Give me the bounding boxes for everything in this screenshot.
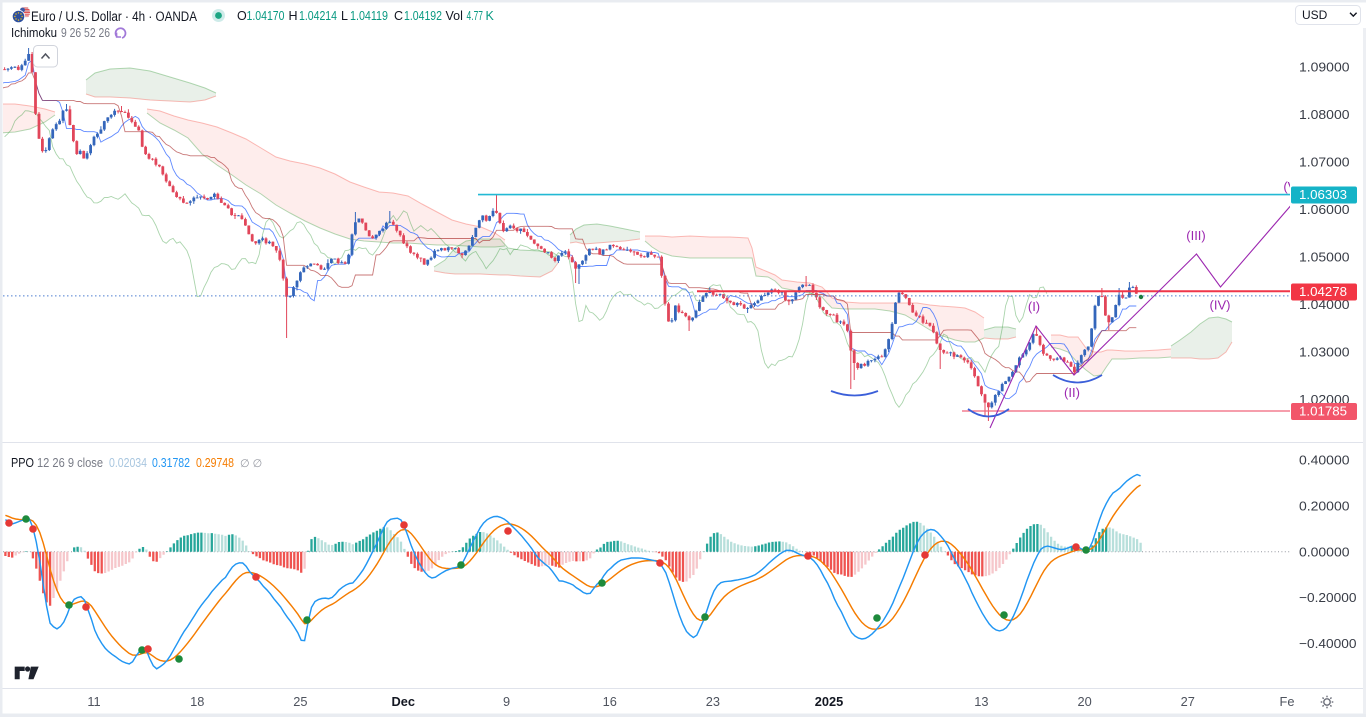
svg-text:−0.40000: −0.40000 [1299, 636, 1357, 651]
svg-text:Ichimoku: Ichimoku [11, 26, 57, 40]
svg-text:1.04192: 1.04192 [404, 9, 442, 23]
svg-text:1.04214: 1.04214 [299, 9, 337, 23]
svg-text:1.04000: 1.04000 [1299, 297, 1350, 312]
svg-text:4.77: 4.77 [467, 9, 484, 23]
svg-text:∅ ∅: ∅ ∅ [240, 458, 262, 470]
svg-text:L: L [341, 9, 348, 23]
svg-text:1.05000: 1.05000 [1299, 250, 1350, 265]
svg-text:Dec: Dec [392, 694, 415, 709]
svg-text:Vol: Vol [446, 9, 463, 23]
svg-text:Fe: Fe [1280, 694, 1295, 709]
svg-text:C: C [394, 9, 403, 23]
svg-text:1.09000: 1.09000 [1299, 60, 1350, 75]
svg-text:H: H [289, 9, 298, 23]
svg-text:(I): (I) [1028, 299, 1040, 314]
svg-text:0.00000: 0.00000 [1299, 544, 1350, 559]
svg-text:−0.20000: −0.20000 [1299, 590, 1357, 605]
svg-text:27: 27 [1181, 694, 1195, 709]
svg-text:1.01785: 1.01785 [1299, 405, 1347, 419]
svg-text:11: 11 [87, 694, 100, 709]
svg-text:0.31782: 0.31782 [152, 456, 190, 470]
svg-text:1.04278: 1.04278 [1299, 285, 1347, 299]
svg-text:18: 18 [190, 694, 204, 709]
svg-text:(V): (V) [1283, 179, 1300, 194]
svg-text:1.06000: 1.06000 [1299, 202, 1350, 217]
svg-text:PPO: PPO [11, 456, 34, 470]
svg-text:0.29748: 0.29748 [196, 456, 234, 470]
svg-text:1.04170: 1.04170 [247, 9, 285, 23]
svg-text:13: 13 [974, 694, 988, 709]
svg-text:16: 16 [603, 694, 617, 709]
svg-text:0.20000: 0.20000 [1299, 498, 1350, 513]
svg-text:1.03000: 1.03000 [1299, 345, 1350, 360]
svg-text:(II): (II) [1064, 385, 1080, 400]
svg-text:(IV): (IV) [1210, 298, 1231, 313]
svg-text:1.07000: 1.07000 [1299, 155, 1350, 170]
svg-text:0.40000: 0.40000 [1299, 453, 1350, 468]
svg-text:K: K [486, 9, 495, 23]
svg-text:12 26 9 close: 12 26 9 close [37, 456, 103, 470]
svg-text:20: 20 [1077, 694, 1091, 709]
svg-text:USD: USD [1302, 8, 1328, 22]
svg-text:2025: 2025 [815, 694, 843, 709]
svg-text:(III): (III) [1186, 228, 1206, 243]
svg-text:1.04119: 1.04119 [350, 9, 388, 23]
svg-text:Euro / U.S. Dollar · 4h · OAND: Euro / U.S. Dollar · 4h · OANDA [31, 9, 197, 24]
svg-text:23: 23 [706, 694, 720, 709]
svg-text:9 26 52 26: 9 26 52 26 [61, 26, 110, 40]
svg-text:1.06303: 1.06303 [1299, 188, 1347, 202]
svg-text:1.08000: 1.08000 [1299, 107, 1350, 122]
svg-text:O: O [237, 9, 247, 23]
svg-text:0.02034: 0.02034 [109, 456, 147, 470]
svg-text:9: 9 [503, 694, 510, 709]
svg-text:25: 25 [293, 694, 307, 709]
